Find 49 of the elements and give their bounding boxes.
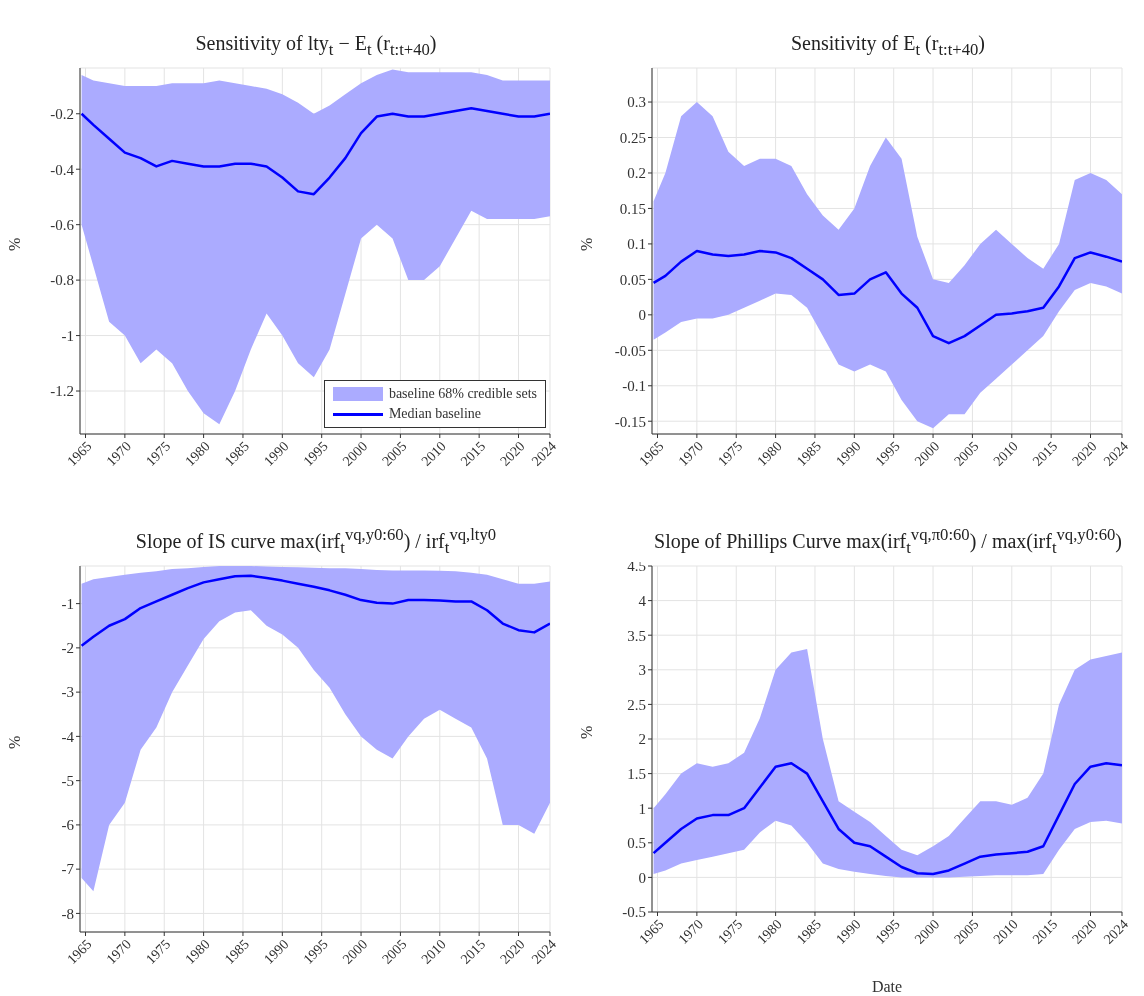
y-axis-title: % (577, 237, 595, 251)
annotation: baseline 68% credible sets (388, 386, 537, 402)
y-tick-label: -0.5 (622, 904, 646, 921)
y-tick-label: 0.2 (627, 165, 646, 182)
y-tick-label: 3 (638, 662, 646, 679)
y-tick-label: -1 (61, 327, 74, 344)
y-tick-label: -5 (61, 772, 74, 789)
y-tick-label: -8 (61, 905, 74, 922)
y-tick-label: -1.2 (50, 383, 74, 400)
y-tick-label: -0.4 (50, 161, 75, 178)
y-tick-label: 0.15 (619, 200, 646, 217)
chart-title: Sensitivity of lty$_{t}$ − E$_{t}$ (r$_{t:t+40}$) (195, 32, 437, 60)
y-tick-label: 0 (638, 869, 646, 886)
y-axis-title: % (577, 725, 595, 739)
legend-label: Median baseline (388, 406, 482, 422)
y-tick-label: -0.1 (622, 378, 646, 395)
y-tick-label: 1.5 (627, 765, 646, 782)
line-series (80, 106, 550, 196)
y-tick-label: 4 (638, 592, 647, 609)
y-tick-label: 2 (638, 731, 646, 748)
y-tick-label: 1 (638, 800, 646, 817)
y-tick-label: -4 (61, 728, 75, 745)
chart-title: Slope of Phillips Curve max(irf$_{t}$$^{vq,π0:60}$) / max(irf$_{t}$$^{vq,y0:60}$) (654, 525, 1122, 558)
y-tick-label: 2.5 (627, 696, 646, 713)
x-axis-title: Date (871, 978, 903, 995)
y-tick-label: 0.3 (627, 94, 646, 111)
y-tick-label: -0.6 (50, 216, 75, 233)
y-tick-label: 0 (638, 307, 646, 324)
y-tick-label: 0.1 (627, 236, 646, 253)
y-tick-label: -0.05 (614, 342, 646, 359)
line-series (652, 761, 1122, 876)
y-tick-label: 4.5 (627, 558, 646, 575)
y-tick-label: -1 (61, 595, 74, 612)
y-tick-label: -6 (61, 817, 75, 834)
y-tick-label: -0.15 (614, 413, 646, 430)
y-axis-title: % (5, 735, 23, 749)
line-series (80, 574, 550, 647)
y-tick-label: 0.05 (619, 271, 646, 288)
line-series (652, 249, 1122, 345)
y-tick-label: -2 (61, 640, 74, 657)
y-tick-label: 3.5 (627, 627, 646, 644)
y-tick-label: -0.8 (50, 272, 74, 289)
y-tick-label: -0.2 (50, 106, 74, 123)
y-tick-label: -3 (61, 684, 74, 701)
y-tick-label: 0.5 (627, 835, 646, 852)
chart-title: Sensitivity of E$_{t}$ (r$_{t:t+40}$) (790, 32, 986, 60)
y-tick-label: 0.25 (619, 129, 646, 146)
y-tick-label: -7 (61, 861, 75, 878)
y-axis-title: % (5, 237, 23, 251)
